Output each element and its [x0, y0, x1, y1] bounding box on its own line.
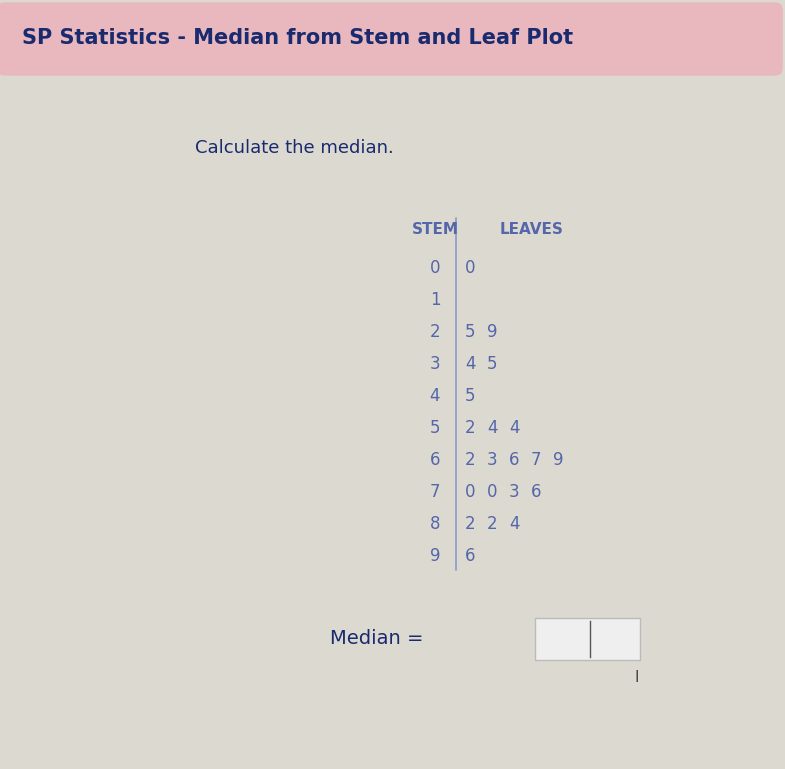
Text: 0: 0 — [429, 259, 440, 277]
Text: 3: 3 — [429, 355, 440, 373]
Text: 9: 9 — [429, 547, 440, 565]
Text: 9: 9 — [487, 323, 497, 341]
Text: 6: 6 — [531, 483, 541, 501]
Text: 5: 5 — [487, 355, 497, 373]
Text: 2: 2 — [429, 323, 440, 341]
Text: 4: 4 — [487, 419, 497, 437]
Text: 3: 3 — [487, 451, 498, 469]
Text: I: I — [635, 671, 639, 685]
Text: Calculate the median.: Calculate the median. — [195, 139, 394, 157]
Text: 6: 6 — [429, 451, 440, 469]
Text: 0: 0 — [465, 483, 475, 501]
Text: STEM: STEM — [411, 222, 458, 238]
Text: 4: 4 — [465, 355, 475, 373]
Text: 8: 8 — [429, 515, 440, 533]
Text: 2: 2 — [465, 515, 475, 533]
Text: 7: 7 — [531, 451, 541, 469]
Text: 4: 4 — [509, 419, 519, 437]
Text: Median =: Median = — [330, 628, 423, 647]
Text: 5: 5 — [465, 387, 475, 405]
Text: LEAVES: LEAVES — [500, 222, 564, 238]
FancyBboxPatch shape — [535, 618, 640, 660]
Text: 7: 7 — [429, 483, 440, 501]
Text: 0: 0 — [465, 259, 475, 277]
Text: 6: 6 — [509, 451, 519, 469]
Text: 4: 4 — [429, 387, 440, 405]
Text: 9: 9 — [553, 451, 564, 469]
Text: 2: 2 — [465, 451, 475, 469]
Text: 2: 2 — [487, 515, 498, 533]
Text: 5: 5 — [429, 419, 440, 437]
Text: 3: 3 — [509, 483, 520, 501]
Text: 6: 6 — [465, 547, 475, 565]
Text: 5: 5 — [465, 323, 475, 341]
Text: 4: 4 — [509, 515, 519, 533]
Text: 0: 0 — [487, 483, 497, 501]
Text: SP Statistics - Median from Stem and Leaf Plot: SP Statistics - Median from Stem and Lea… — [22, 28, 573, 48]
FancyBboxPatch shape — [0, 2, 783, 75]
Text: 2: 2 — [465, 419, 475, 437]
Text: 1: 1 — [429, 291, 440, 309]
